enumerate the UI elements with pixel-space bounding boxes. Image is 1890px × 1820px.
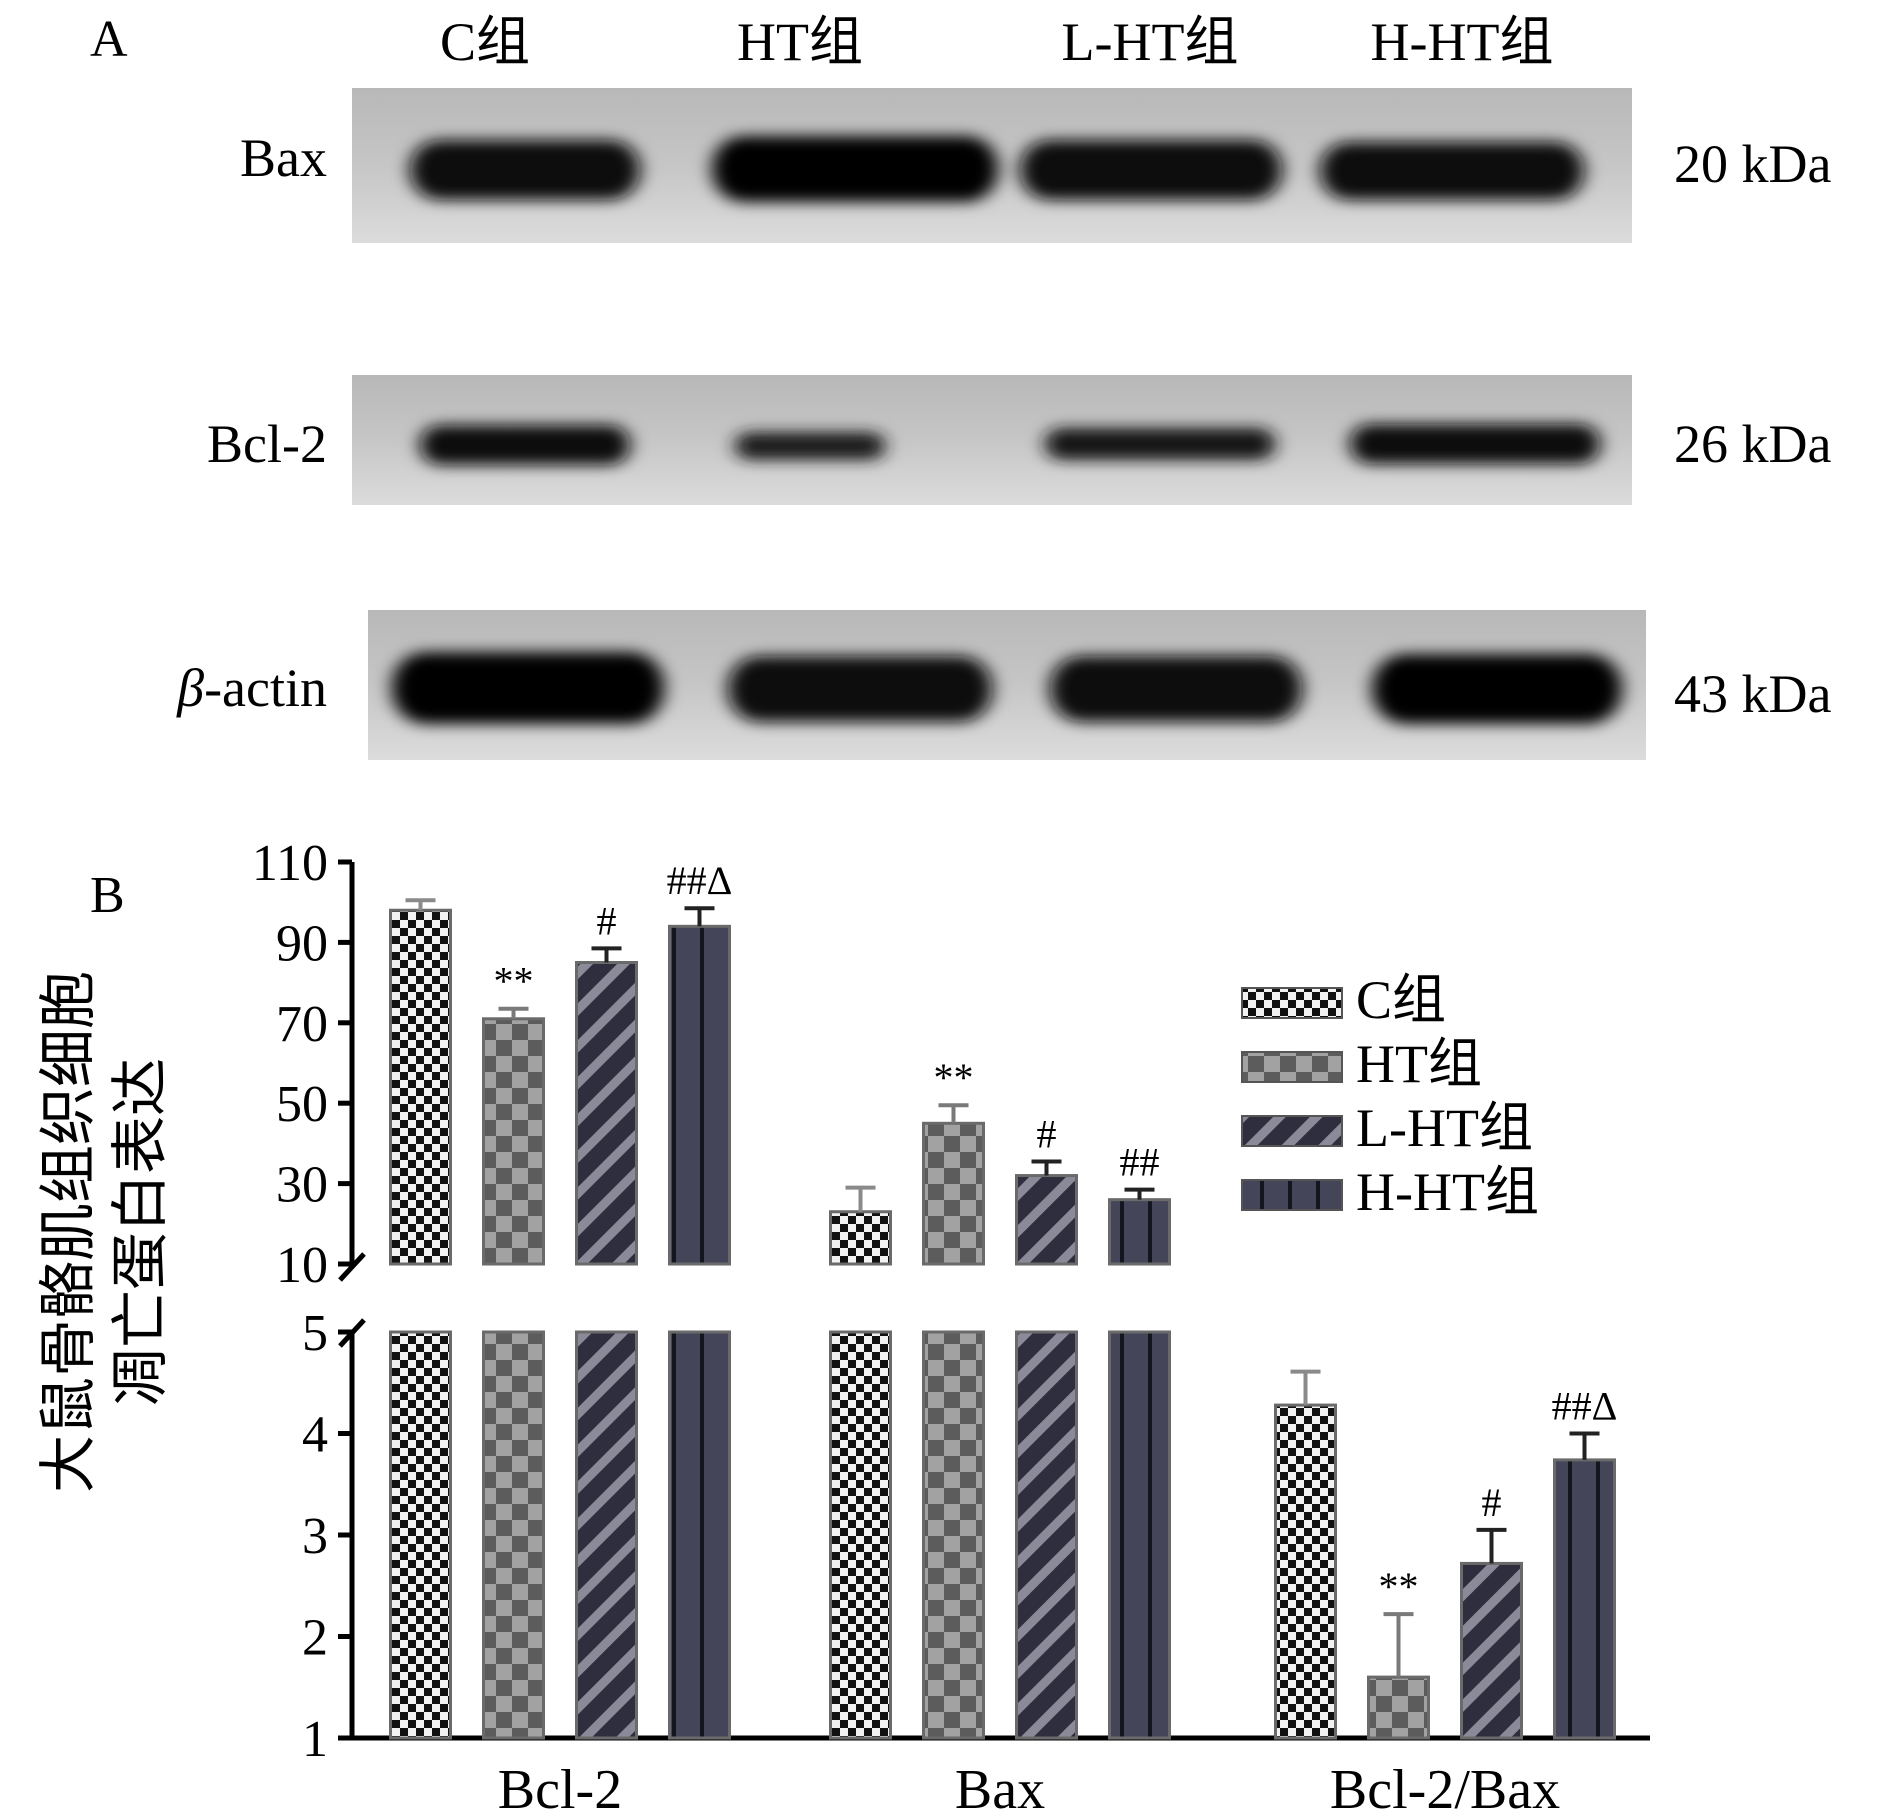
legend-label-0: C组 — [1356, 970, 1446, 1030]
size-label-bax: 20 kDa — [1674, 134, 1831, 194]
bar-lower-part-1-2 — [1015, 1330, 1078, 1740]
legend-swatch-1 — [1241, 1051, 1343, 1083]
band-bax-lane-3 — [1020, 140, 1282, 200]
y-tick-label-30: 30 — [276, 1157, 328, 1214]
bar-1-0 — [829, 1210, 892, 1266]
band-bcl2-lane-2 — [735, 432, 885, 460]
protein-label-beta-actin: β-actin — [176, 658, 327, 718]
bar-lower-part-0-0 — [389, 1330, 452, 1740]
chart-bars: **###Δ**###**###Δ — [389, 858, 1618, 1740]
western-blot-panel: A C组 HT组 L-HT组 H-HT组 Bax 20 kDa — [90, 11, 1831, 760]
band-actin-lane-3 — [1050, 656, 1302, 722]
blot-strip-bcl2 — [352, 375, 1632, 505]
band-bcl2-lane-1 — [420, 425, 630, 465]
significance-mark-2-1: ** — [1379, 1564, 1419, 1609]
x-category-label-0: Bcl-2 — [498, 1759, 622, 1820]
blot-strip-beta-actin — [368, 610, 1646, 760]
significance-mark-1-1: ** — [934, 1055, 974, 1100]
legend-swatch-0 — [1241, 987, 1343, 1019]
band-bax-lane-4 — [1320, 142, 1584, 200]
bar-2-2 — [1460, 1561, 1523, 1740]
bar-1-2 — [1015, 1174, 1078, 1266]
y-axis-title-line-2: 凋亡蛋白表达 — [108, 1058, 173, 1406]
significance-mark-1-3: ## — [1120, 1140, 1160, 1185]
band-actin-lane-2 — [728, 656, 992, 722]
band-actin-lane-4 — [1372, 654, 1622, 724]
y-tick-label-5: 5 — [302, 1305, 328, 1362]
y-tick-label-10: 10 — [276, 1237, 328, 1294]
panel-a-label: A — [90, 11, 128, 68]
bar-2-1 — [1367, 1675, 1430, 1740]
bar-lower-part-1-0 — [829, 1330, 892, 1740]
panel-b-label: B — [90, 867, 125, 924]
significance-mark-2-3: ##Δ — [1552, 1384, 1618, 1429]
band-bcl2-lane-4 — [1350, 424, 1600, 464]
y-tick-label-2: 2 — [302, 1610, 328, 1667]
legend-swatch-2 — [1241, 1115, 1343, 1147]
blot-strip-bax — [352, 88, 1632, 243]
size-label-bcl2: 26 kDa — [1674, 414, 1831, 474]
band-actin-lane-1 — [392, 652, 664, 724]
bar-lower-part-0-1 — [482, 1330, 545, 1740]
y-tick-label-4: 4 — [302, 1407, 328, 1464]
x-category-label-2: Bcl-2/Bax — [1330, 1759, 1560, 1820]
bar-lower-part-1-3 — [1108, 1330, 1171, 1740]
lane-label-c: C组 — [440, 12, 530, 72]
y-axis-title-line-1: 大鼠骨骼肌组织细胞 — [36, 971, 101, 1493]
significance-mark-2-2: # — [1482, 1480, 1502, 1525]
legend-label-1: HT组 — [1356, 1034, 1482, 1094]
bar-2-3 — [1553, 1458, 1616, 1740]
protein-label-bax: Bax — [240, 128, 327, 188]
chart-axes: 10 30 50 70 90 110 1 2 3 4 5 Bcl-2 Bax Bcl-2/Bax — [252, 835, 1650, 1820]
band-bcl2-lane-3 — [1045, 428, 1275, 460]
bar-lower-part-0-2 — [575, 1330, 638, 1740]
lane-label-ht: HT组 — [737, 12, 863, 72]
lane-label-h-ht: H-HT组 — [1371, 12, 1554, 72]
protein-label-bcl2: Bcl-2 — [207, 414, 327, 474]
size-label-beta-actin: 43 kDa — [1674, 664, 1831, 724]
bar-2-0 — [1274, 1403, 1337, 1740]
y-tick-label-70: 70 — [276, 996, 328, 1053]
band-bax-lane-2 — [712, 136, 998, 202]
legend-label-3: H-HT组 — [1356, 1162, 1539, 1222]
bar-lower-part-1-1 — [922, 1330, 985, 1740]
lane-label-l-ht: L-HT组 — [1062, 12, 1239, 72]
y-tick-label-3: 3 — [302, 1508, 328, 1565]
axis-break-mark-upper — [338, 1252, 366, 1282]
significance-mark-1-2: # — [1037, 1111, 1057, 1156]
bar-lower-part-0-3 — [668, 1330, 731, 1740]
y-tick-label-50: 50 — [276, 1076, 328, 1133]
bar-0-3 — [668, 924, 731, 1266]
band-bax-lane-1 — [410, 140, 640, 200]
y-tick-label-90: 90 — [276, 915, 328, 972]
legend-swatch-3 — [1241, 1179, 1343, 1211]
bar-chart-panel: B 大鼠骨骼肌组织细胞 凋亡蛋白表达 10 30 50 70 90 110 1 2 3 4 5 Bcl… — [36, 835, 1650, 1820]
bar-1-3 — [1108, 1198, 1171, 1266]
bar-0-2 — [575, 961, 638, 1266]
x-category-label-1: Bax — [955, 1759, 1045, 1820]
y-tick-label-110: 110 — [252, 835, 328, 892]
bar-0-0 — [389, 908, 452, 1266]
y-tick-label-1: 1 — [302, 1711, 328, 1768]
bar-0-1 — [482, 1017, 545, 1266]
legend-label-2: L-HT组 — [1356, 1098, 1533, 1158]
significance-mark-0-3: ##Δ — [667, 858, 733, 903]
bar-1-1 — [922, 1121, 985, 1266]
significance-mark-0-1: ** — [494, 959, 534, 1004]
significance-mark-0-2: # — [597, 898, 617, 943]
